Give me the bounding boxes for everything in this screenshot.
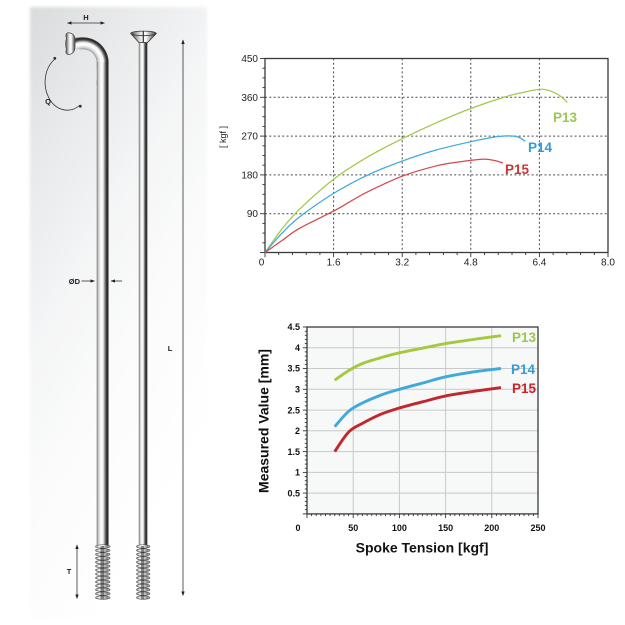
svg-text:ØD: ØD: [69, 277, 81, 286]
svg-text:50: 50: [348, 523, 358, 533]
svg-text:3.2: 3.2: [395, 258, 409, 269]
svg-text:150: 150: [438, 523, 453, 533]
svg-text:3: 3: [295, 385, 300, 395]
svg-text:3.5: 3.5: [287, 364, 300, 374]
svg-text:4.5: 4.5: [287, 322, 300, 332]
svg-text:2: 2: [295, 426, 300, 436]
svg-text:1.5: 1.5: [287, 447, 300, 457]
svg-text:1.6: 1.6: [327, 258, 341, 269]
svg-text:[ kgf ]: [ kgf ]: [218, 126, 228, 148]
svg-text:T: T: [67, 567, 72, 576]
svg-text:1: 1: [295, 468, 300, 478]
svg-text:360: 360: [241, 93, 258, 104]
svg-text:P13: P13: [553, 110, 578, 125]
svg-text:P14: P14: [511, 362, 536, 377]
svg-text:250: 250: [530, 523, 545, 533]
svg-text:H: H: [83, 13, 88, 22]
svg-text:180: 180: [241, 170, 258, 181]
svg-text:6.4: 6.4: [532, 258, 546, 269]
svg-text:Q: Q: [45, 97, 51, 106]
svg-text:Spoke Tension [kgf]: Spoke Tension [kgf]: [356, 540, 489, 556]
svg-text:4.8: 4.8: [464, 258, 478, 269]
svg-text:0: 0: [295, 523, 300, 533]
svg-text:100: 100: [392, 523, 407, 533]
svg-text:90: 90: [247, 209, 259, 220]
svg-text:4: 4: [295, 343, 300, 353]
svg-text:0.5: 0.5: [287, 488, 300, 498]
svg-text:L: L: [168, 344, 173, 353]
svg-text:8.0: 8.0: [601, 258, 615, 269]
svg-text:200: 200: [484, 523, 499, 533]
svg-text:Measured Value [mm]: Measured Value [mm]: [256, 349, 272, 493]
svg-text:P15: P15: [505, 162, 530, 177]
svg-text:450: 450: [241, 54, 258, 65]
svg-text:P15: P15: [512, 381, 537, 396]
svg-text:0: 0: [259, 258, 265, 269]
svg-text:P13: P13: [512, 330, 537, 345]
svg-text:2.5: 2.5: [287, 405, 300, 415]
svg-text:P14: P14: [528, 140, 553, 155]
svg-text:270: 270: [241, 132, 258, 143]
